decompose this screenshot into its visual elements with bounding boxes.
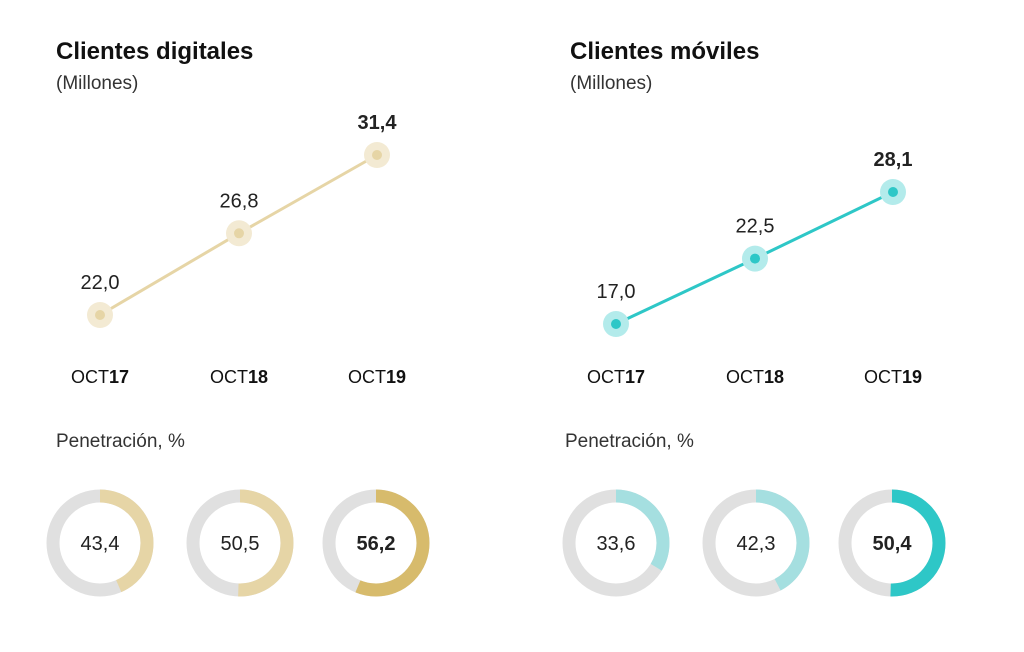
data-point — [234, 228, 244, 239]
x-tick-label: OCT18 — [210, 367, 268, 387]
penetration-label: Penetración, % — [565, 431, 694, 452]
penetration-label: Penetración, % — [56, 431, 185, 452]
donut-value-arc — [838, 489, 946, 597]
data-point — [750, 253, 760, 264]
digital-clients-panel: Clientes digitales (Millones) 22,0 OCT17 2… — [46, 38, 430, 597]
data-point — [95, 310, 105, 320]
chart-title: Clientes digitales — [56, 38, 254, 65]
x-tick-label: OCT18 — [726, 367, 784, 387]
donut-value-arc — [702, 489, 810, 597]
mobile-penetration-donuts: 33,6 42,3 50,4 — [562, 489, 946, 597]
x-tick-label: OCT17 — [71, 367, 129, 387]
data-label: 28,1 — [874, 149, 913, 171]
data-label: 26,8 — [220, 190, 259, 212]
mobile-clients-panel: Clientes móviles (Millones) 17,0 OCT17 22,… — [512, 0, 1024, 652]
mobile-clients-line-chart: 17,0 OCT17 22,5 OCT18 28,1 OCT19 — [587, 149, 922, 387]
digital-penetration-donuts: 43,4 50,5 56,2 — [46, 489, 430, 597]
donut-value-label: 42,3 — [737, 533, 776, 555]
donut-value-arc — [46, 489, 154, 597]
chart-title: Clientes móviles — [570, 38, 760, 65]
data-point — [611, 319, 621, 329]
chart-subtitle: (Millones) — [570, 73, 653, 94]
digital-clients-line-chart: 22,0 OCT17 26,8 OCT18 31,4 OCT19 — [71, 112, 406, 387]
donut-value-label: 56,2 — [357, 533, 396, 555]
data-label: 22,5 — [736, 216, 775, 238]
chart-subtitle: (Millones) — [56, 73, 139, 94]
donut-value-arc — [562, 489, 670, 597]
donut-value-label: 50,5 — [221, 533, 260, 555]
donut-value-label: 50,4 — [873, 533, 913, 555]
data-label: 22,0 — [81, 272, 120, 294]
data-label: 17,0 — [597, 281, 636, 303]
data-label: 31,4 — [358, 112, 398, 134]
donut-value-arc — [186, 489, 294, 597]
x-tick-label: OCT19 — [864, 367, 922, 387]
data-point — [888, 187, 898, 197]
donut-value-arc — [322, 489, 430, 597]
donut-value-label: 33,6 — [597, 533, 636, 555]
x-tick-label: OCT19 — [348, 367, 406, 387]
data-point — [372, 150, 382, 160]
x-tick-label: OCT17 — [587, 367, 645, 387]
donut-value-label: 43,4 — [81, 533, 120, 555]
